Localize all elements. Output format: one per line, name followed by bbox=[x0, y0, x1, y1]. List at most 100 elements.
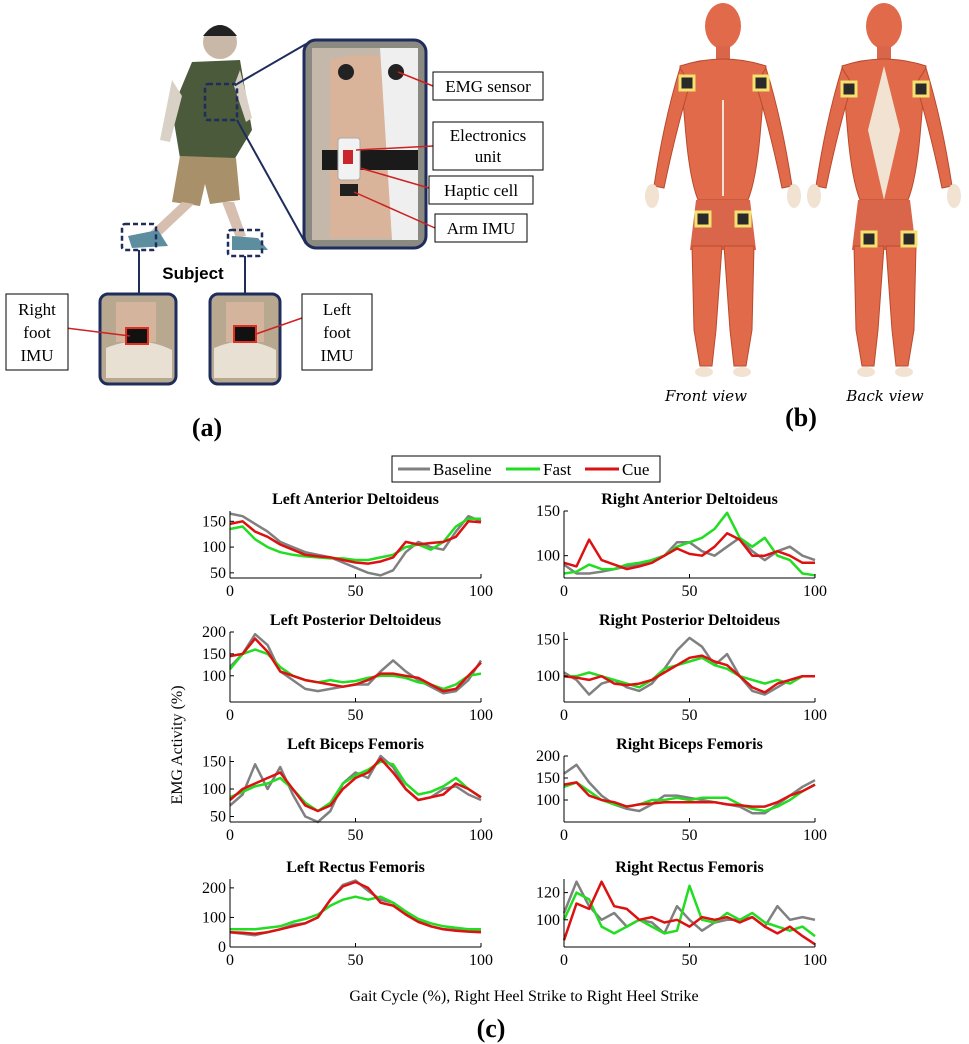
x-tick-label: 0 bbox=[560, 952, 568, 969]
y-tick-label: 150 bbox=[202, 754, 226, 771]
x-tick-label: 100 bbox=[803, 707, 827, 724]
x-tick-label: 100 bbox=[803, 827, 827, 844]
subplot-title: Right Rectus Femoris bbox=[615, 859, 763, 876]
y-tick-label: 200 bbox=[536, 748, 560, 765]
x-tick-label: 50 bbox=[682, 583, 698, 600]
x-tick-label: 50 bbox=[682, 827, 698, 844]
legend: Baseline Fast Cue bbox=[391, 455, 661, 483]
subplot-right-posterior-deltoideus: Right Posterior Deltoideus 100 150 0 50 100 bbox=[536, 612, 827, 724]
left-foot-imu-label-line3: IMU bbox=[320, 346, 353, 365]
series-line-baseline bbox=[229, 512, 482, 577]
left-foot-marker-box bbox=[226, 228, 264, 258]
emg-sensor-label: EMG sensor bbox=[445, 77, 531, 96]
y-tick-label: 100 bbox=[202, 781, 226, 798]
x-tick-label: 50 bbox=[348, 827, 364, 844]
subplot-right-biceps-femoris: Right Biceps Femoris 100 150 200 0 50 100 bbox=[536, 736, 827, 844]
y-axis-label: EMG Activity (%) bbox=[169, 685, 186, 804]
y-tick-label: 100 bbox=[536, 668, 560, 685]
series-line-fast bbox=[563, 511, 816, 577]
series-line-fast bbox=[229, 517, 481, 562]
subplot-title: Right Biceps Femoris bbox=[616, 736, 763, 753]
panel-c-label: (c) bbox=[477, 1014, 506, 1043]
x-tick-label: 0 bbox=[560, 827, 568, 844]
y-tick-label: 100 bbox=[536, 912, 560, 929]
series-line-cue bbox=[563, 654, 815, 694]
right-foot-imu-label-line1: Right bbox=[18, 300, 56, 319]
x-tick-label: 100 bbox=[803, 583, 827, 600]
series-line-fast bbox=[229, 648, 482, 691]
series-line-cue bbox=[229, 637, 482, 693]
series-line-fast bbox=[230, 895, 481, 931]
x-tick-label: 100 bbox=[469, 827, 493, 844]
y-tick-label: 200 bbox=[202, 880, 226, 897]
subplot-left-posterior-deltoideus: Left Posterior Deltoideus 100 150 200 0 50 100 bbox=[202, 612, 493, 724]
right-foot-marker-box bbox=[120, 222, 158, 252]
right-foot-photo bbox=[98, 292, 178, 386]
subplot-left-rectus-femoris: Left Rectus Femoris 0 100 200 0 50 100 bbox=[202, 859, 493, 969]
series-line-fast bbox=[229, 760, 482, 813]
y-tick-label: 200 bbox=[202, 624, 226, 641]
back-view-label: Back view bbox=[845, 387, 923, 405]
y-tick-label: 150 bbox=[536, 770, 560, 787]
subplot-right-anterior-deltoideus: Right Anterior Deltoideus 100 150 0 50 100 bbox=[536, 491, 827, 600]
x-tick-label: 50 bbox=[348, 707, 364, 724]
panel-a: Subject EMG sensor Electronics unit Hapt… bbox=[5, 25, 544, 442]
series-line-cue bbox=[229, 757, 482, 813]
panel-b-label: (b) bbox=[785, 403, 817, 432]
x-tick-label: 100 bbox=[469, 707, 493, 724]
series-line-cue bbox=[563, 781, 816, 808]
x-tick-label: 100 bbox=[469, 952, 493, 969]
left-foot-imu-label-line1: Left bbox=[323, 300, 352, 319]
y-tick-label: 100 bbox=[536, 792, 560, 809]
subplot-right-rectus-femoris: Right Rectus Femoris 100 120 0 50 100 bbox=[536, 859, 827, 969]
arm-closeup-photo bbox=[302, 38, 428, 250]
left-foot-imu-label-line2: foot bbox=[323, 323, 351, 342]
x-tick-label: 100 bbox=[469, 583, 493, 600]
y-tick-label: 120 bbox=[536, 885, 560, 902]
x-tick-label: 50 bbox=[682, 707, 698, 724]
panel-a-label: (a) bbox=[192, 413, 222, 442]
panel-c: Baseline Fast Cue Left Anterior Deltoide… bbox=[169, 455, 827, 1043]
right-foot-imu-label-line3: IMU bbox=[20, 346, 53, 365]
y-tick-label: 50 bbox=[210, 565, 226, 582]
y-tick-label: 50 bbox=[210, 809, 226, 826]
x-tick-label: 0 bbox=[226, 707, 234, 724]
legend-label-fast: Fast bbox=[543, 460, 572, 479]
x-tick-label: 100 bbox=[803, 952, 827, 969]
right-foot-imu-label-line2: foot bbox=[23, 323, 51, 342]
subplot-title: Left Rectus Femoris bbox=[286, 859, 425, 876]
series-line-baseline bbox=[563, 636, 815, 696]
y-tick-label: 0 bbox=[218, 939, 226, 956]
arm-imu-label: Arm IMU bbox=[447, 219, 515, 238]
y-tick-label: 150 bbox=[202, 646, 226, 663]
series-line-baseline bbox=[229, 754, 482, 824]
legend-label-cue: Cue bbox=[622, 460, 649, 479]
legend-label-baseline: Baseline bbox=[433, 460, 492, 479]
y-tick-label: 100 bbox=[202, 539, 226, 556]
x-tick-label: 50 bbox=[348, 952, 364, 969]
subplot-title: Right Posterior Deltoideus bbox=[599, 612, 780, 629]
series-line-fast bbox=[562, 884, 816, 938]
x-tick-label: 50 bbox=[348, 583, 364, 600]
series-line-baseline bbox=[562, 880, 816, 935]
back-view-body bbox=[807, 3, 961, 377]
x-axis-label: Gait Cycle (%), Right Heel Strike to Rig… bbox=[349, 988, 698, 1005]
panel-b: Front view Back view (b) bbox=[645, 3, 961, 432]
left-foot-photo bbox=[208, 292, 282, 386]
front-view-body bbox=[645, 3, 801, 377]
series-line-cue bbox=[229, 880, 482, 935]
y-tick-label: 100 bbox=[536, 548, 560, 565]
x-tick-label: 0 bbox=[560, 583, 568, 600]
series-line-cue bbox=[562, 880, 816, 946]
electronics-unit-label-line1: Electronics bbox=[450, 126, 526, 145]
y-tick-label: 150 bbox=[536, 631, 560, 648]
y-tick-label: 150 bbox=[536, 503, 560, 520]
x-tick-label: 0 bbox=[226, 827, 234, 844]
x-tick-label: 0 bbox=[226, 583, 234, 600]
haptic-cell-label: Haptic cell bbox=[444, 181, 518, 200]
arm-marker-box bbox=[203, 82, 239, 122]
